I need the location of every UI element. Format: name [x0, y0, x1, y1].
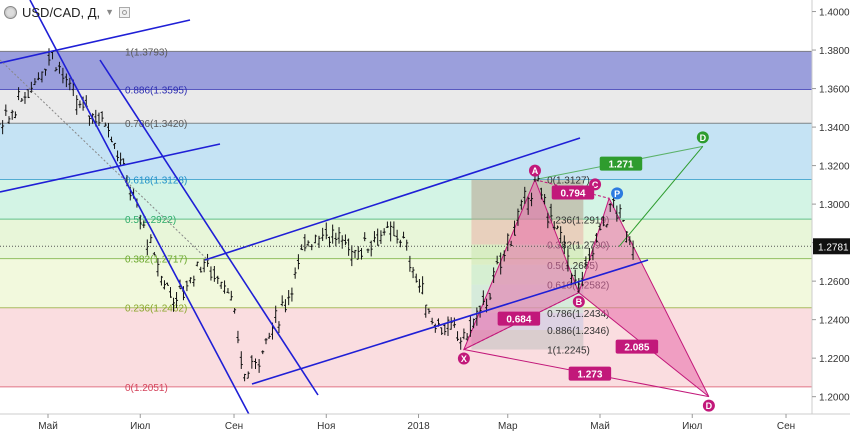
small-fib-label: 0.618(1.2582) — [547, 281, 609, 292]
point-b-bg — [572, 295, 585, 308]
marker-p-bg — [611, 187, 624, 200]
chart-labels: X A B C D D P 0.794 0.684 2.085 1.273 1.271 — [457, 131, 715, 412]
ratio-xd-bg — [568, 366, 612, 381]
harmonic-xb — [463, 292, 580, 350]
ratio-xd: 1.273 — [577, 370, 602, 381]
chevron-down-icon[interactable]: ▼ — [105, 7, 115, 17]
ratio-target-bg — [599, 156, 643, 171]
small-fib-label: 0.236(1.2919) — [547, 216, 609, 227]
point-a: A — [532, 166, 539, 176]
fib-band — [0, 51, 812, 90]
fib-label: 0.5(1.2922) — [125, 215, 176, 226]
small-fib-label: 0.5(1.2685) — [547, 261, 598, 272]
candlesticks — [0, 48, 635, 382]
harmonic-ac — [534, 179, 610, 199]
price-tick-label: 1.2600 — [819, 277, 850, 288]
settings-icon[interactable] — [119, 6, 131, 18]
ratio-bd: 2.085 — [624, 343, 649, 354]
small-fib-label: 1(1.2245) — [547, 345, 590, 356]
ratio-ab: 0.794 — [560, 189, 585, 200]
chart-header: USD/CAD, Д, ▼ — [4, 3, 131, 21]
target-point-d-bg — [696, 131, 709, 144]
fib-label: 0.236(1.2462) — [125, 304, 187, 315]
fib-band — [0, 219, 812, 259]
time-tick-label: Мар — [498, 421, 518, 432]
time-tick-label: Май — [590, 421, 610, 432]
time-tick-label: Июл — [130, 421, 150, 432]
price-tick-label: 1.3400 — [819, 123, 850, 134]
point-x: X — [461, 354, 467, 364]
fibonacci-lines: 1(1.3793) 0.886(1.3595) 0.786(1.3420) 0.618… — [0, 47, 812, 394]
fib-label: 0.786(1.3420) — [125, 119, 187, 130]
last-price-bg — [813, 238, 850, 255]
channel-line — [0, 19, 191, 64]
time-tick-label: Ноя — [317, 421, 335, 432]
diagonal-dotted — [0, 59, 211, 263]
channel-line — [251, 259, 649, 385]
ratio-xb: 0.684 — [506, 315, 531, 326]
ratio-ab-bg — [551, 185, 595, 200]
small-fib-label: 0.786(1.2434) — [547, 309, 609, 320]
price-tick-label: 1.2200 — [819, 354, 850, 365]
small-fib-label: 0.886(1.2346) — [547, 326, 609, 337]
instrument-icon[interactable] — [4, 5, 17, 19]
channel-line — [29, 0, 253, 421]
fib-label: 0.618(1.3128) — [125, 175, 187, 186]
time-tick-label: Сен — [777, 421, 795, 432]
time-axis: Май Июл Сен Ноя 2018 Мар Май Июл Сен — [0, 413, 850, 434]
fib-band — [0, 89, 812, 124]
trend-channels — [0, 0, 649, 421]
fib-band — [0, 179, 812, 220]
fib-label: 0.382(1.2717) — [125, 255, 187, 266]
price-tick-label: 1.4000 — [819, 8, 850, 19]
time-axis-bg — [0, 414, 850, 434]
price-tick-label: 1.3600 — [819, 85, 850, 96]
point-d: D — [706, 401, 713, 411]
marker-p: P — [614, 189, 620, 199]
time-tick-label: Июл — [682, 421, 702, 432]
channel-line — [204, 137, 581, 261]
small-fib-label: 0(1.3127) — [547, 176, 590, 187]
time-tick-label: Сен — [225, 421, 243, 432]
ratio-xb-bg — [497, 311, 541, 326]
fib-label: 1(1.3793) — [125, 47, 168, 58]
time-tick-label: Май — [38, 421, 58, 432]
small-fib-band — [471, 330, 584, 350]
fib-band — [0, 123, 812, 180]
price-axis-bg — [812, 0, 850, 434]
fib-band — [0, 258, 812, 308]
target-line-c — [618, 146, 704, 247]
price-tick-label: 1.2000 — [819, 393, 850, 404]
point-c: C — [592, 180, 599, 190]
fib-label: 0(1.2051) — [125, 383, 168, 394]
point-x-bg — [457, 352, 470, 365]
target-point-d: D — [700, 133, 707, 143]
small-fib-label: 0.382(1.2790) — [547, 241, 609, 252]
fib-label: 0.886(1.3595) — [125, 86, 187, 97]
point-d-bg — [702, 399, 715, 412]
channel-line — [99, 59, 319, 396]
fibonacci-bands — [0, 51, 812, 387]
last-price-label: 1.2781 — [818, 242, 849, 253]
ratio-bd-bg — [615, 339, 659, 354]
price-tick-label: 1.3000 — [819, 200, 850, 211]
price-tick-label: 1.3200 — [819, 162, 850, 173]
point-a-bg — [528, 164, 541, 177]
ratio-target: 1.271 — [608, 160, 633, 171]
time-tick-label: 2018 — [407, 421, 430, 432]
channel-line — [0, 143, 221, 193]
price-tick-label: 1.3800 — [819, 46, 850, 57]
point-b: B — [576, 297, 583, 307]
price-tick-label: 1.2400 — [819, 316, 850, 327]
symbol-label[interactable]: USD/CAD, Д, — [22, 4, 101, 20]
